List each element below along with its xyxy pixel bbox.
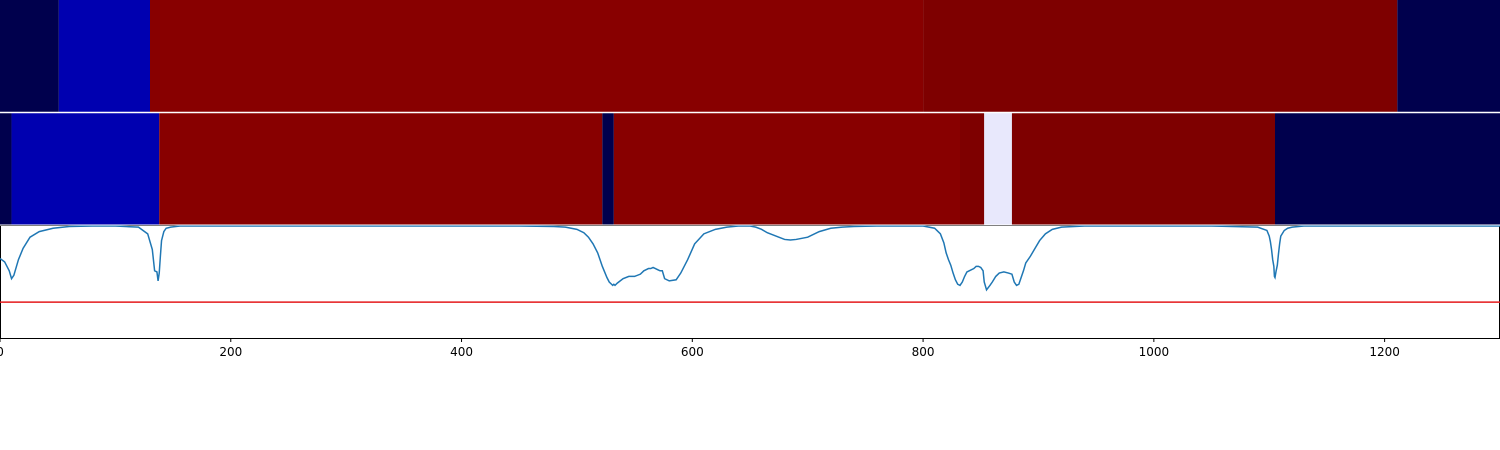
- series-line: [0, 225, 1500, 292]
- x-axis: 0 200 400 600 800 1000 1200: [0, 338, 1400, 359]
- x-tick-label: 800: [912, 345, 935, 359]
- heatmap-cell: [150, 0, 924, 112]
- middle-heatmap: [0, 113, 1500, 225]
- x-tick-label: 1200: [1369, 345, 1400, 359]
- heatmap-cell: [960, 113, 985, 225]
- heatmap-cell: [58, 0, 150, 112]
- heatmap-cell: [1397, 0, 1500, 112]
- heatmap-cell: [11, 113, 160, 225]
- x-tick-label: 400: [450, 345, 473, 359]
- heatmap-cell: [0, 0, 59, 112]
- x-tick-label: 200: [219, 345, 242, 359]
- heatmap-cell: [923, 0, 1398, 112]
- x-tick-label: 600: [681, 345, 704, 359]
- x-tick-label: 0: [0, 345, 4, 359]
- x-tick-label: 1000: [1139, 345, 1170, 359]
- line-plot: 0 200 400 600 800 1000 1200: [0, 225, 1500, 359]
- heatmap-cell: [602, 113, 614, 225]
- heatmap-cell: [1275, 113, 1500, 225]
- heatmap-cell: [0, 113, 12, 225]
- heatmap-cell: [1011, 113, 1275, 225]
- top-heatmap: [0, 0, 1500, 112]
- heatmap-cell: [984, 113, 1012, 225]
- heatmap-cell: [159, 113, 603, 225]
- heatmap-cell: [613, 113, 960, 225]
- line-plot-frame: [0, 225, 1500, 339]
